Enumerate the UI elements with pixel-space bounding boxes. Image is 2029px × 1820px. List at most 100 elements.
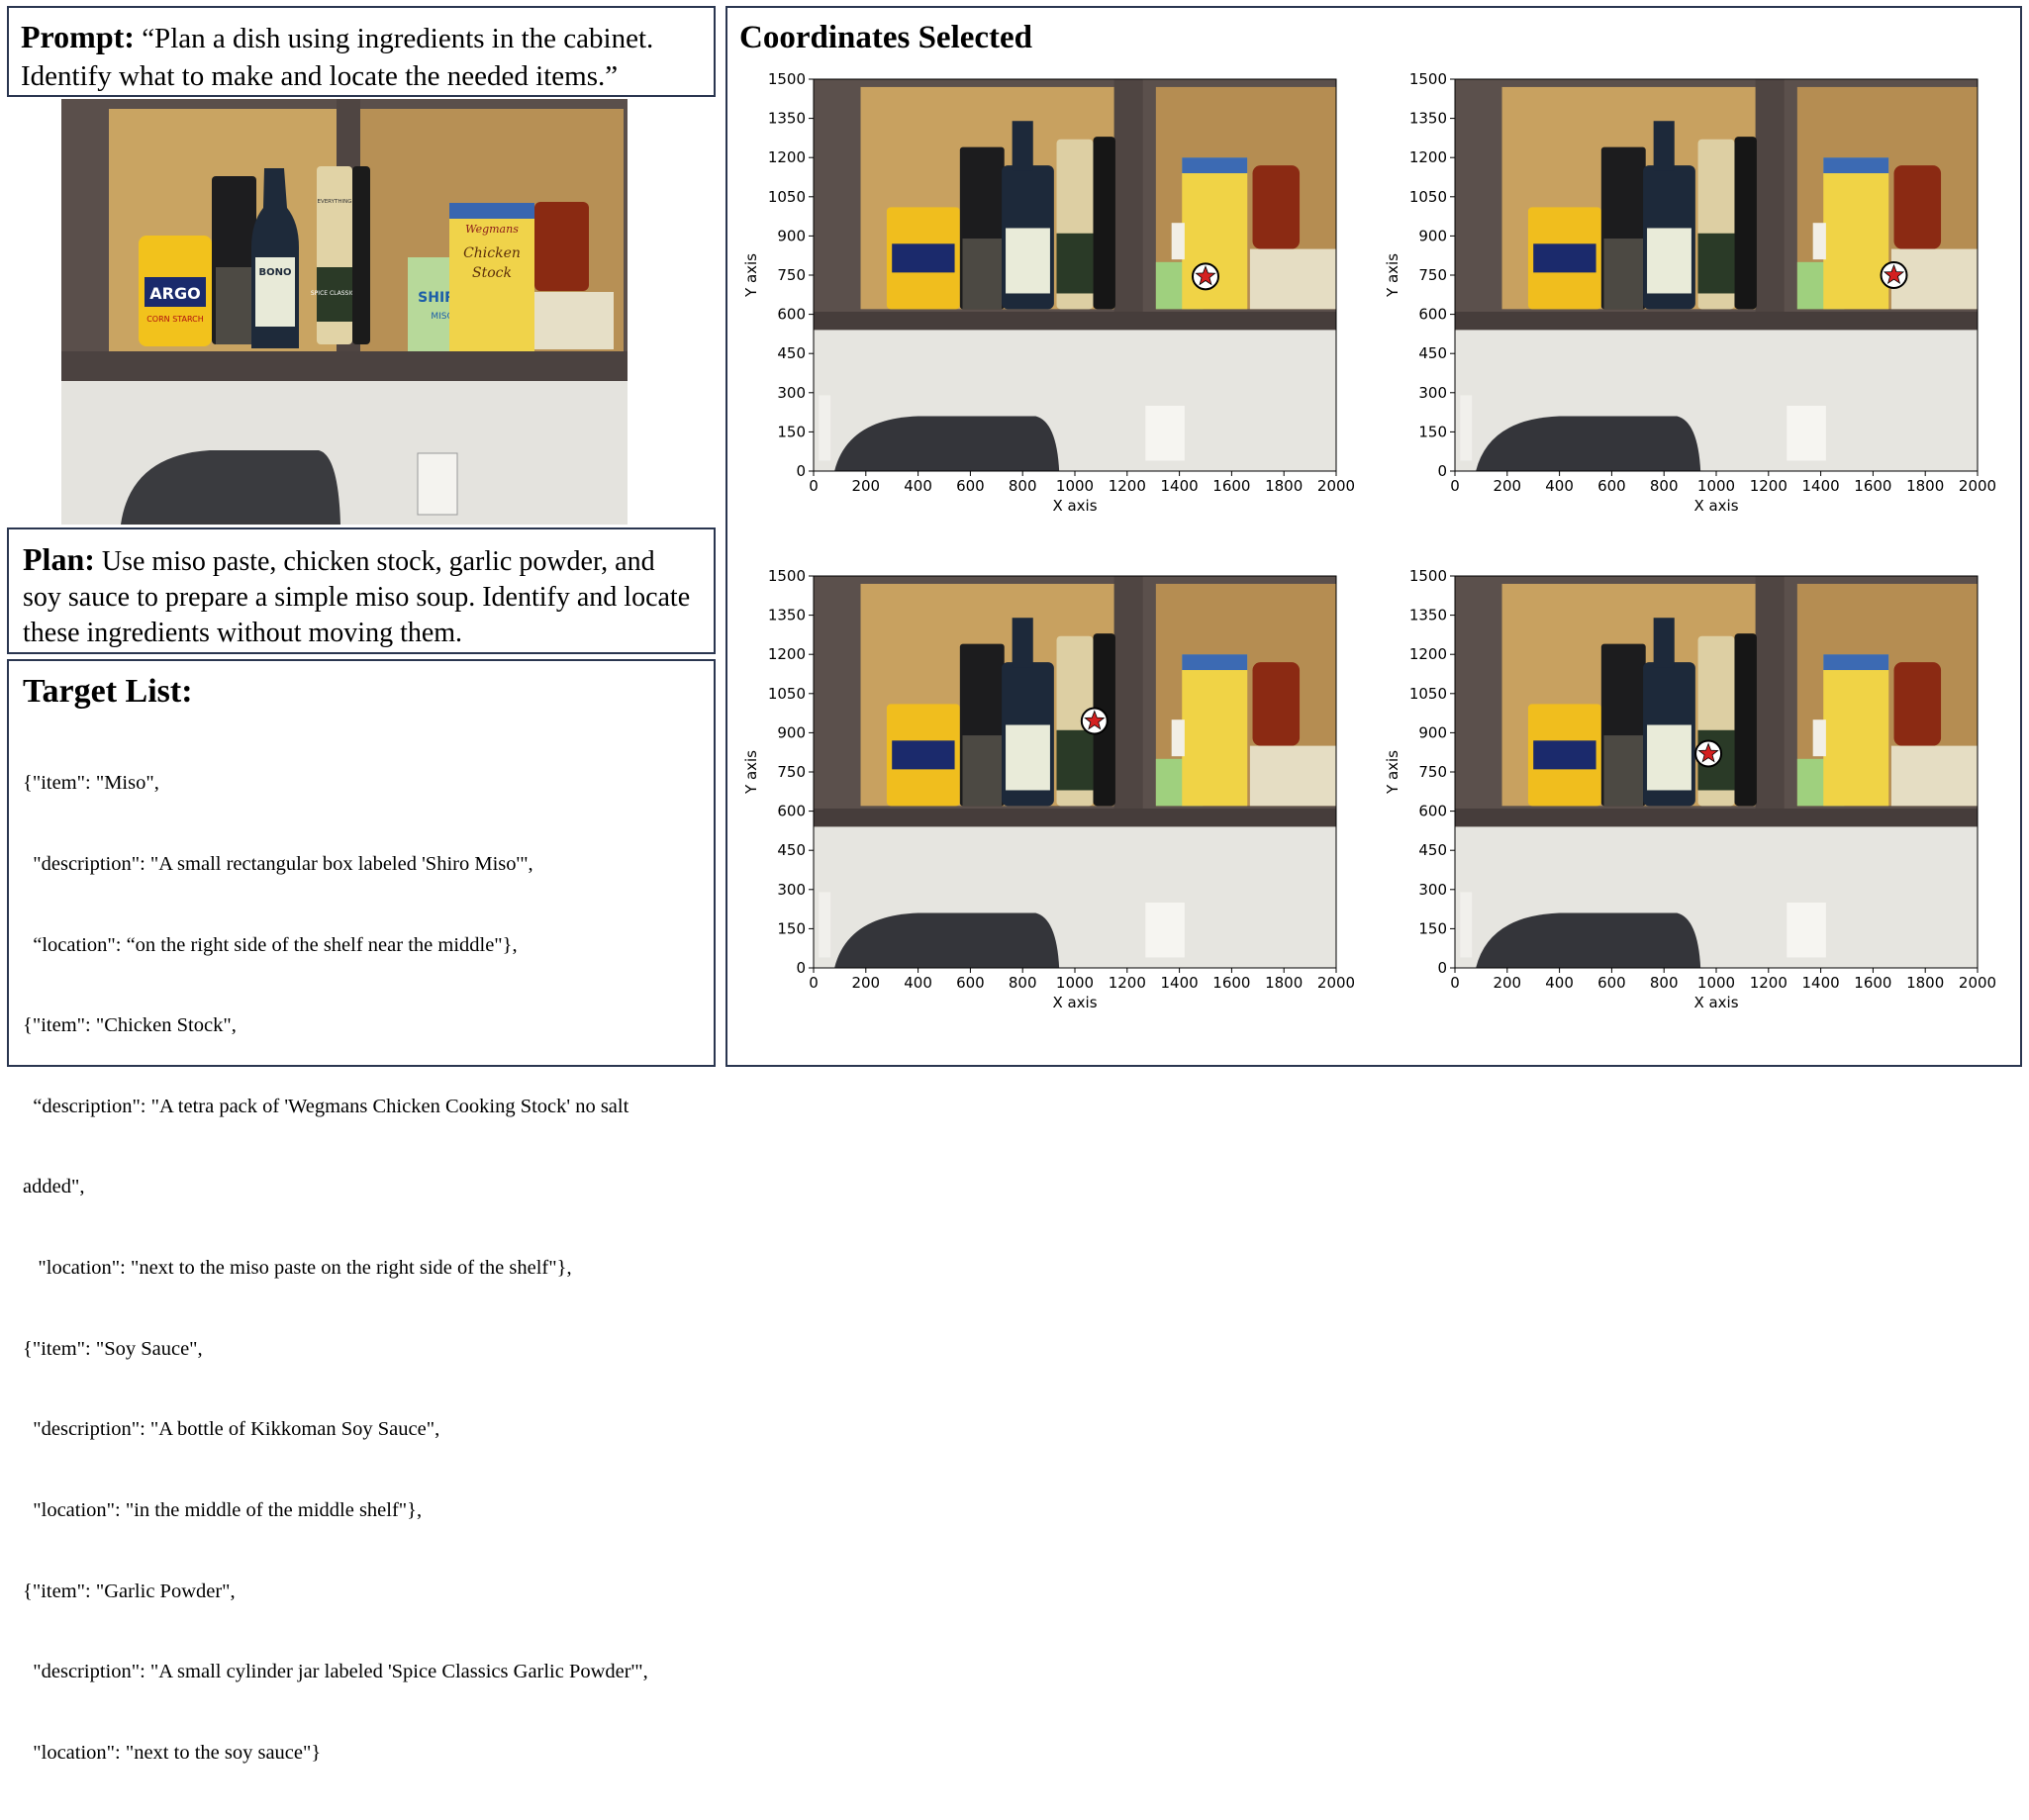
y-axis-label: Y axis [1384,750,1401,795]
x-tick-label: 600 [956,974,985,992]
y-tick-label: 1200 [768,645,806,663]
y-tick-label: 150 [1418,423,1447,440]
chart-background-photo [814,576,1336,968]
target-list-title: Target List: [23,673,193,710]
x-tick-label: 1200 [1750,974,1787,992]
x-tick-label: 200 [851,477,880,495]
target-line: "location": "next to the miso paste on t… [23,1257,572,1280]
x-tick-label: 1600 [1212,477,1250,495]
x-tick-label: 2000 [1959,974,1996,992]
y-tick-label: 450 [777,841,806,859]
bono-label [1006,724,1050,791]
x-tick-label: 600 [1597,477,1626,495]
selected-point-star [1084,710,1106,730]
x-axis-label: X axis [1052,497,1097,515]
x-tick-label: 1400 [1161,477,1199,495]
y-tick-label: 1350 [1409,607,1447,624]
y-tick-label: 1500 [1409,70,1447,88]
carton-top [1182,654,1248,671]
target-line: {"item": "Soy Sauce", [23,1337,203,1360]
plan-label: Plan: [23,541,95,577]
argo-label [892,740,955,770]
y-tick-label: 300 [777,384,806,402]
carton-top [1823,157,1889,174]
y-tick-label: 0 [1437,959,1447,977]
y-tick-label: 450 [1418,841,1447,859]
y-tick-label: 0 [1437,462,1447,480]
coordinate-chart-1: 0 200 400 600 800 1000 1200 1400 1600 1800 2000 0 15… [742,70,1355,515]
y-tick-label: 600 [777,803,806,820]
spice-classics-jar [1056,233,1094,294]
x-tick-label: 1600 [1854,974,1891,992]
x-tick-label: 2000 [1317,974,1355,992]
y-tick-label: 150 [777,423,806,440]
y-tick-label: 300 [1418,384,1447,402]
y-tick-label: 900 [1418,227,1447,244]
x-tick-label: 2000 [1317,477,1355,495]
chart-background-photo [814,79,1336,471]
soy-bottle [1093,137,1115,310]
target-line: "location": "in the middle of the middle… [23,1498,423,1521]
white-bottle [1171,719,1185,757]
x-tick-label: 1400 [1802,477,1840,495]
svg-text:Wegmans: Wegmans [465,223,519,236]
y-axis-label: Y axis [1384,253,1401,298]
target-list-lines: {"item": "Miso", "description": "A small… [23,717,700,1820]
y-tick-label: 1350 [768,607,806,624]
y-tick-label: 1500 [768,70,806,88]
x-tick-label: 800 [1650,974,1679,992]
chili-jar [1893,165,1942,249]
y-tick-label: 1050 [1409,685,1447,703]
white-bottle [1171,223,1185,260]
appliance [1476,416,1701,471]
bono-neck [1012,121,1033,171]
prompt-text: “Plan a dish using ingredients in the ca… [21,23,654,92]
appliance [834,416,1060,471]
x-tick-label: 1000 [1056,477,1094,495]
x-tick-label: 800 [1009,477,1037,495]
y-tick-label: 150 [777,919,806,937]
x-tick-label: 1400 [1161,974,1199,992]
shelf-edge [814,311,1336,331]
cabinet-divider [1755,576,1785,822]
x-tick-label: 1600 [1854,477,1891,495]
x-tick-label: 200 [1493,974,1521,992]
x-tick-label: 1000 [1056,974,1094,992]
x-tick-label: 1800 [1265,477,1303,495]
bono-neck [1012,618,1033,668]
chicken-stock-carton [1182,654,1248,807]
target-line: “description": "A tetra pack of 'Wegmans… [23,1095,629,1117]
x-tick-label: 0 [809,974,819,992]
carton-top [1182,157,1248,174]
prompt-label: Prompt: [21,19,135,54]
target-line: {"item": "Chicken Stock", [23,1014,237,1037]
x-tick-label: 200 [1493,477,1521,495]
chili-jar [1252,662,1301,746]
y-tick-label: 1200 [1409,645,1447,663]
y-tick-label: 1050 [1409,188,1447,206]
carton-top [1823,654,1889,671]
y-tick-label: 150 [1418,919,1447,937]
y-tick-label: 1050 [768,685,806,703]
y-tick-label: 1500 [1409,567,1447,585]
x-tick-label: 1400 [1802,974,1840,992]
y-tick-label: 300 [777,881,806,899]
x-tick-label: 800 [1009,974,1037,992]
honey-box [534,292,614,349]
y-tick-label: 600 [1418,306,1447,324]
white-bottle [1812,223,1826,260]
x-tick-label: 1200 [1109,477,1146,495]
bono-neck [1653,618,1675,668]
y-tick-label: 900 [777,723,806,741]
plan-text: Use miso paste, chicken stock, garlic po… [23,546,691,648]
x-tick-label: 1000 [1697,477,1735,495]
x-tick-label: 1600 [1212,974,1250,992]
bono-label [1647,724,1691,791]
x-tick-label: 2000 [1959,477,1996,495]
soy-bottle [352,166,370,344]
x-tick-label: 400 [904,477,932,495]
target-line: "description": "A bottle of Kikkoman Soy… [23,1418,440,1441]
coordinate-chart-2: 0 200 400 600 800 1000 1200 1400 1600 1800 2000 0 15… [1384,70,1996,515]
argo-label [1533,243,1596,273]
shelf-edge [814,808,1336,827]
